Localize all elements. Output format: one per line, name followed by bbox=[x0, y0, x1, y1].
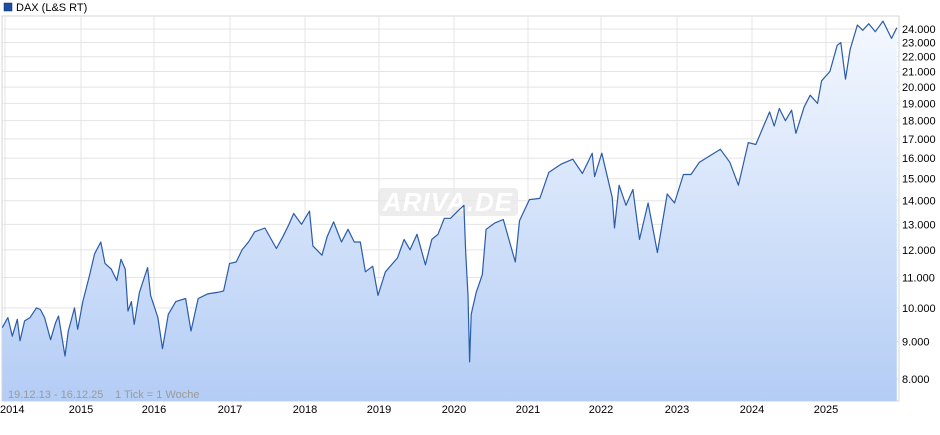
x-tick-label: 2015 bbox=[69, 404, 93, 416]
legend-label: DAX (L&S RT) bbox=[16, 2, 87, 14]
watermark-text: ARIVA.DE bbox=[382, 187, 513, 217]
y-tick-label: 18.000 bbox=[902, 116, 936, 128]
x-tick-label: 2024 bbox=[740, 404, 764, 416]
y-tick-label: 14.000 bbox=[902, 196, 936, 208]
y-tick-label: 12.000 bbox=[902, 245, 936, 257]
series-line bbox=[1, 20, 898, 363]
area-layer bbox=[2, 21, 897, 401]
legend-swatch bbox=[3, 2, 13, 12]
x-axis-labels: 2014 2015 2016 2017 2018 2019 2020 2021 2022 2023… bbox=[0, 404, 838, 416]
x-tick-label: 2020 bbox=[442, 404, 466, 416]
y-tick-label: 16.000 bbox=[902, 153, 936, 165]
y-tick-label: 21.000 bbox=[902, 67, 936, 79]
legend: DAX (L&S RT) bbox=[3, 2, 87, 14]
y-tick-label: 13.000 bbox=[902, 219, 936, 231]
line-layer bbox=[1, 20, 898, 363]
y-tick-label: 8.000 bbox=[902, 374, 930, 386]
x-tick-label: 2016 bbox=[142, 404, 166, 416]
y-tick-label: 23.000 bbox=[902, 38, 936, 50]
y-tick-label: 24.000 bbox=[902, 24, 936, 36]
tick-interval-text: 1 Tick = 1 Woche bbox=[115, 389, 199, 401]
period-text: 19.12.13 - 16.12.25 bbox=[8, 389, 103, 401]
watermark: ARIVA.DE bbox=[378, 187, 518, 217]
y-tick-label: 17.000 bbox=[902, 134, 936, 146]
y-tick-label: 22.000 bbox=[902, 52, 936, 64]
x-tick-label: 2021 bbox=[516, 404, 540, 416]
y-tick-label: 11.000 bbox=[902, 273, 935, 285]
y-tick-label: 19.000 bbox=[902, 98, 936, 110]
x-tick-label: 2018 bbox=[293, 404, 317, 416]
y-tick-label: 15.000 bbox=[902, 174, 936, 186]
y-tick-label: 20.000 bbox=[902, 82, 936, 94]
y-tick-label: 9.000 bbox=[902, 336, 930, 348]
x-tick-label: 2019 bbox=[367, 404, 391, 416]
series-area bbox=[2, 21, 897, 401]
x-tick-label: 2014 bbox=[0, 404, 24, 416]
x-tick-label: 2025 bbox=[814, 404, 838, 416]
y-axis-labels: 8.000 9.000 10.000 11.000 12.000 13.000 14.000… bbox=[902, 24, 936, 386]
x-tick-label: 2022 bbox=[589, 404, 613, 416]
x-tick-label: 2017 bbox=[218, 404, 242, 416]
watermark-box bbox=[378, 188, 518, 216]
y-tick-label: 10.000 bbox=[902, 303, 936, 315]
x-tick-label: 2023 bbox=[665, 404, 689, 416]
